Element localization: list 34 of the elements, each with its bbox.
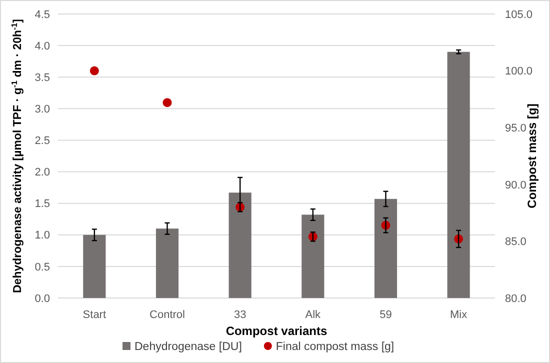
- y2-tick-label: 95.0: [505, 122, 526, 134]
- x-tick-label: 33: [234, 308, 246, 321]
- y-tick-label: 0.5: [34, 261, 50, 274]
- y2-tick-label: 80.0: [505, 292, 526, 305]
- bar: [83, 234, 106, 298]
- x-tick-label: Control: [150, 308, 185, 321]
- bar: [228, 192, 252, 298]
- y-tick-label: 4.5: [34, 8, 50, 21]
- bar: [447, 52, 470, 298]
- y-tick-label: 2.5: [34, 135, 50, 148]
- y2-tick-label: 100.0: [505, 66, 533, 78]
- y2-tick-label: 105.0: [505, 8, 533, 21]
- y-tick-label: 1.0: [34, 230, 50, 242]
- y-tick-label: 0.0: [34, 292, 50, 305]
- point: [162, 98, 172, 108]
- y2-axis-title: Compost mass [g]: [525, 104, 540, 208]
- bar: [156, 228, 179, 298]
- y-tick-label: 1.5: [34, 198, 50, 210]
- y2-tick-label: 85.0: [505, 236, 526, 248]
- y-tick-label: 3.0: [34, 104, 50, 116]
- y-tick-label: 4.0: [34, 40, 50, 52]
- legend-label: Final compost mass [g]: [276, 341, 394, 354]
- x-tick-label: Start: [82, 308, 106, 321]
- x-axis-title: Compost variants: [226, 324, 328, 338]
- x-tick-label: 59: [380, 308, 392, 321]
- y2-tick-label: 90.0: [505, 179, 526, 192]
- x-tick-label: Mix: [450, 308, 468, 321]
- x-tick-label: Alk: [305, 308, 322, 321]
- legend-label: Dehydrogenase [DU]: [134, 341, 242, 354]
- y-tick-label: 3.5: [34, 72, 50, 84]
- bar: [374, 198, 398, 298]
- y-tick-label: 2.0: [34, 166, 50, 179]
- bar: [302, 214, 324, 298]
- point: [90, 66, 99, 76]
